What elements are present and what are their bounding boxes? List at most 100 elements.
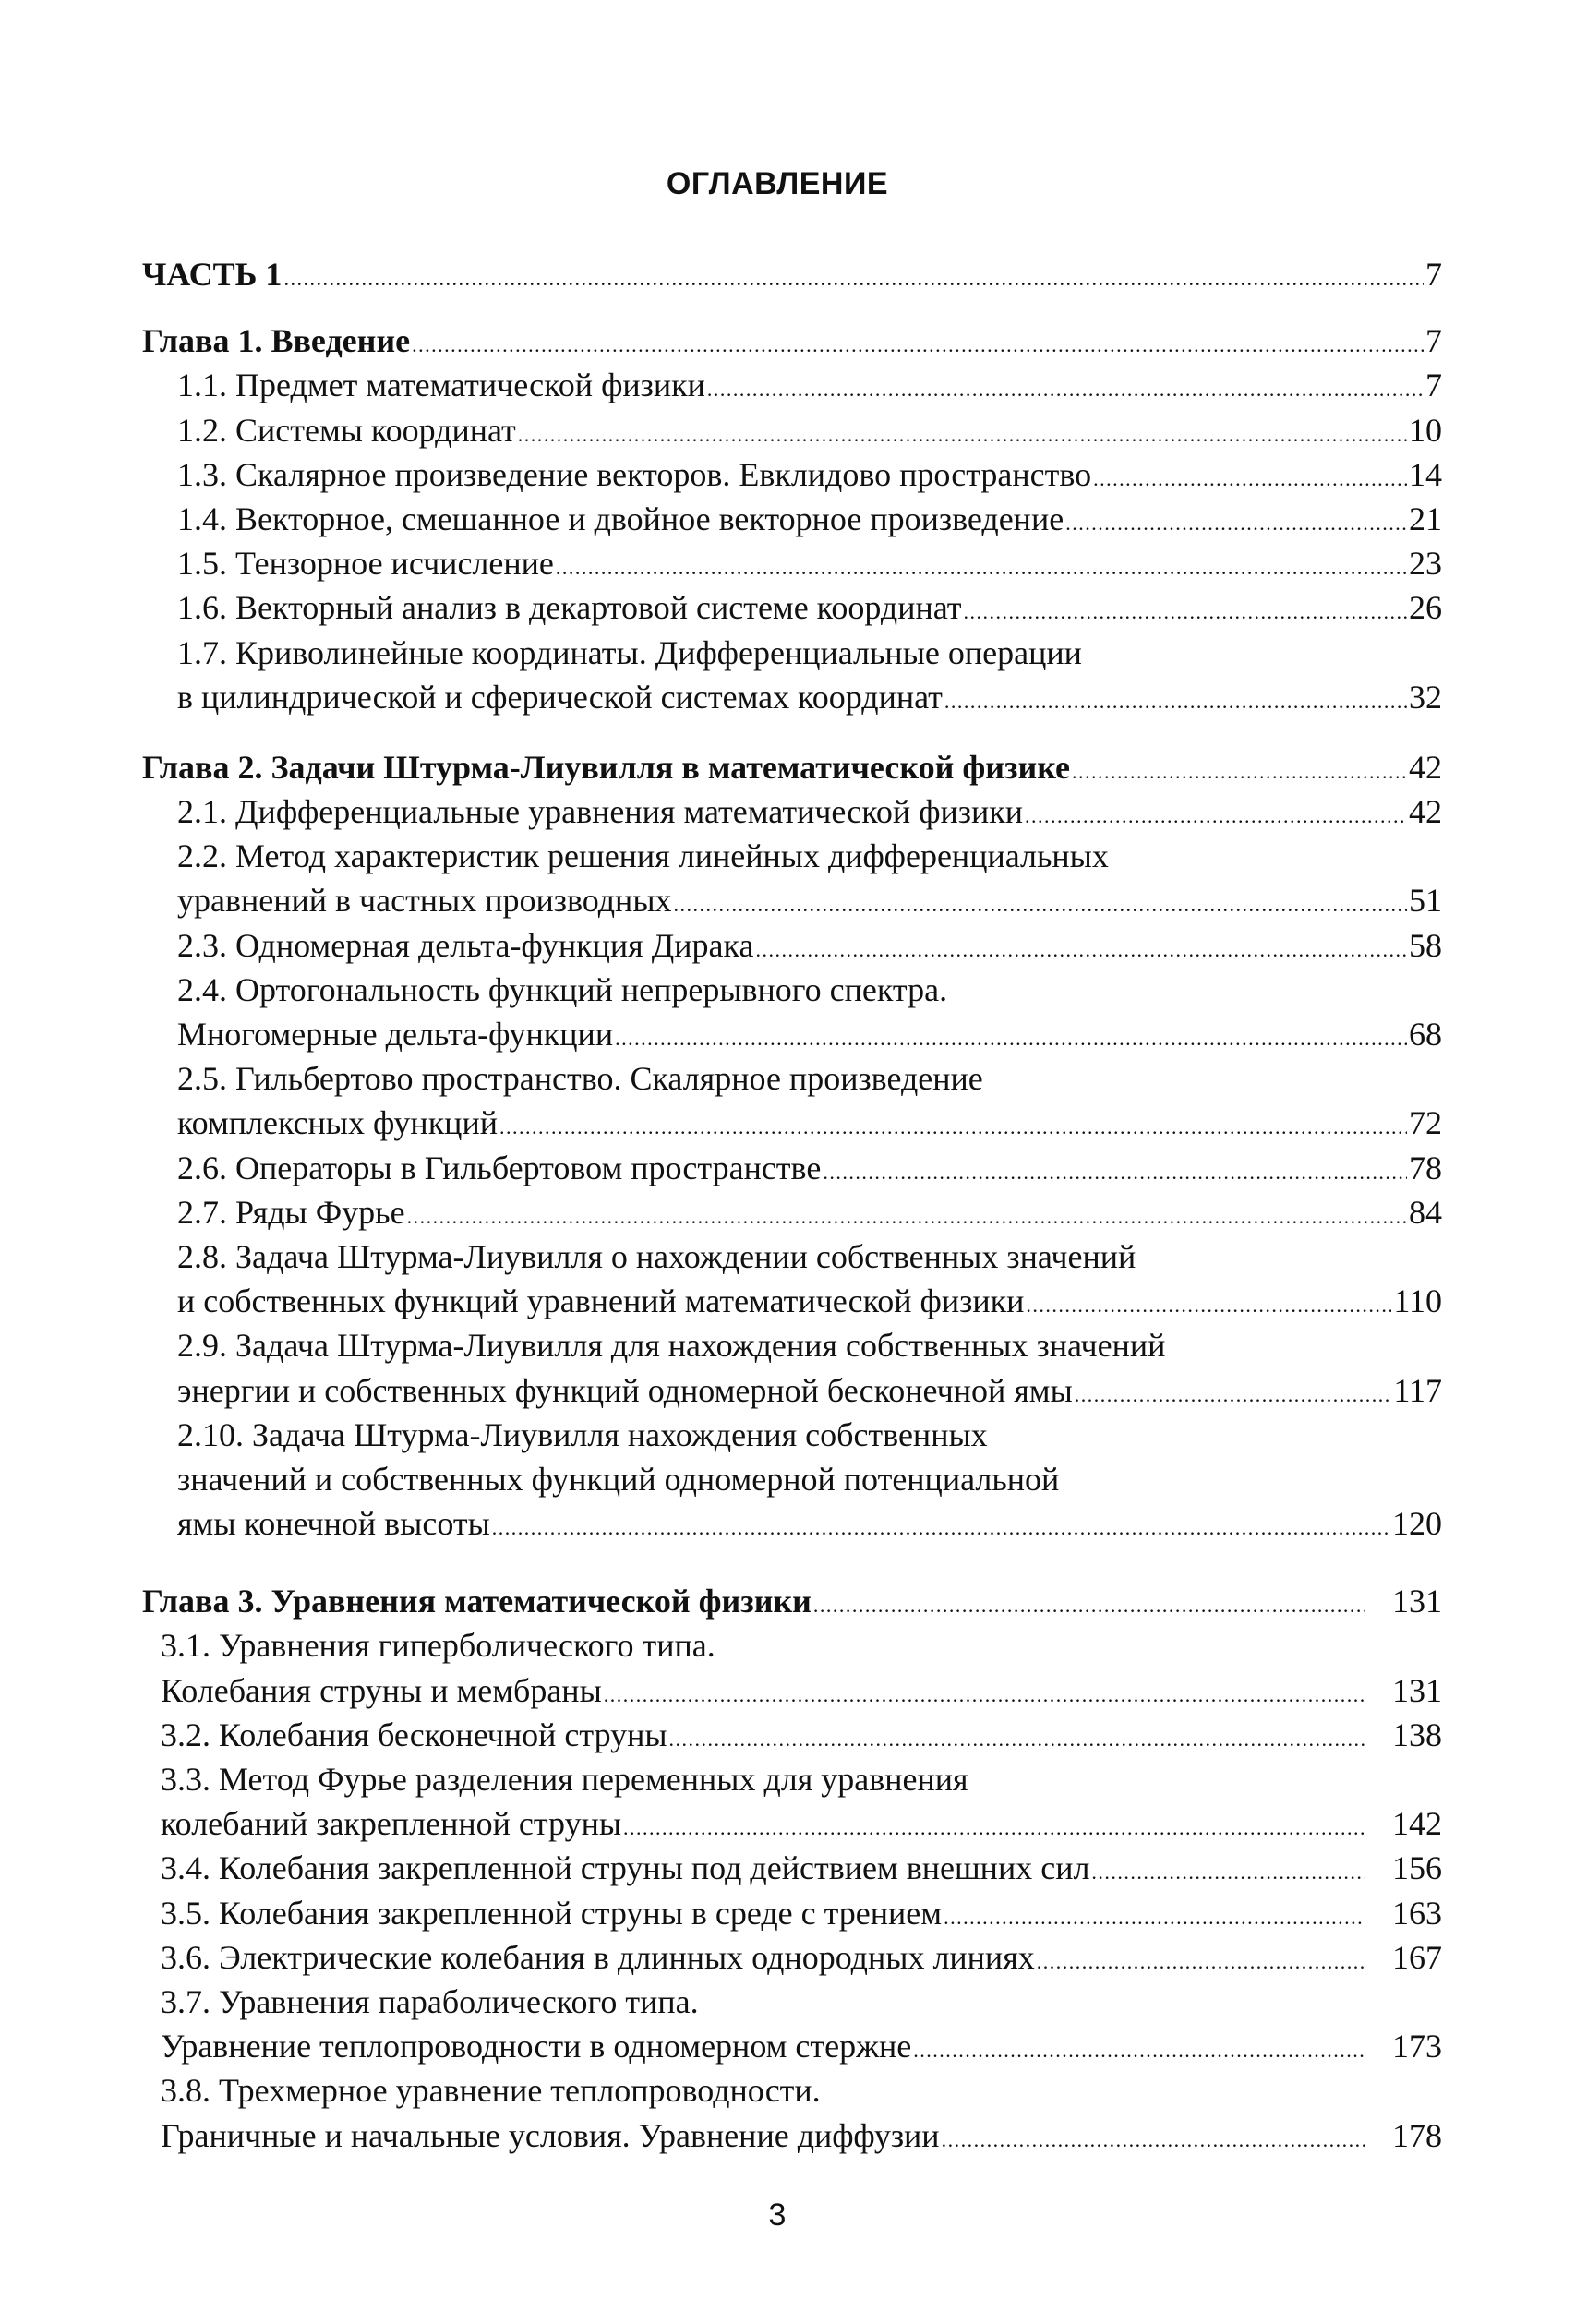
toc-entry[interactable]: 2.3. Одномерная дельта-функция Дирака 58 <box>142 923 1442 968</box>
entry-title: 2.9. Задача Штурма-Лиувилля для нахожден… <box>177 1327 1166 1365</box>
dot-leader <box>1075 1373 1392 1417</box>
toc-entry-line-last: 1.2. Системы координат 10 <box>177 408 1442 452</box>
toc-chapter-3[interactable]: Глава 3. Уравнения математической физики… <box>142 1579 1442 1623</box>
toc-entry[interactable]: 3.1. Уравнения гиперболического типа. Кол… <box>142 1623 1442 1712</box>
toc-entry-line-last: Многомерные дельта-функции 68 <box>177 1012 1442 1056</box>
toc-entry[interactable]: 3.5. Колебания закрепленной струны в сре… <box>142 1891 1442 1935</box>
toc-entry-line-last: 1.6. Векторный анализ в декартовой систе… <box>177 585 1442 630</box>
toc-entry[interactable]: 1.7. Криволинейные координаты. Дифференц… <box>142 631 1442 719</box>
toc-entry[interactable]: 2.1. Дифференциальные уравнения математи… <box>142 789 1442 834</box>
toc-entry[interactable]: 1.2. Системы координат 10 <box>142 408 1442 452</box>
dot-leader <box>1093 457 1407 501</box>
toc-entry[interactable]: 2.5. Гильбертово пространство. Скалярное… <box>142 1056 1442 1145</box>
entry-title: 2.8. Задача Штурма-Лиувилля о нахождении… <box>177 1237 1136 1275</box>
page-ref: 156 <box>1392 1849 1442 1887</box>
entry-title: 2.4. Ортогональность функций непрерывног… <box>177 970 948 1008</box>
entry-title: ямы конечной высоты <box>177 1505 490 1543</box>
page-ref: 68 <box>1409 1016 1442 1053</box>
toc-entry-line-last: колебаний закрепленной струны 142 <box>161 1801 1442 1846</box>
page-ref: 167 <box>1392 1938 1442 1976</box>
toc-entry-line-last: 1.1. Предмет математической физики 7 <box>177 363 1442 407</box>
entry-title: Граничные и начальные условия. Уравнение… <box>161 2116 940 2154</box>
dot-leader <box>1065 501 1407 546</box>
dot-leader <box>518 413 1407 457</box>
toc-entry[interactable]: 2.4. Ортогональность функций непрерывног… <box>142 968 1442 1056</box>
toc-entry-line: 2.8. Задача Штурма-Лиувилля о нахождении… <box>177 1234 1442 1279</box>
page-ref: 178 <box>1392 2116 1442 2154</box>
toc-entry-line-last: Уравнение теплопроводности в одномерном … <box>161 2024 1442 2068</box>
dot-leader <box>755 928 1407 972</box>
toc-entry[interactable]: 2.2. Метод характеристик решения линейны… <box>142 834 1442 922</box>
dot-leader <box>1026 1283 1391 1328</box>
entry-title: в цилиндрической и сферической системах … <box>177 678 943 716</box>
page-title: ОГЛАВЛЕНИЕ <box>666 166 889 201</box>
page-ref: 78 <box>1409 1149 1442 1186</box>
toc-entry-line: значений и собственных функций одномерно… <box>177 1457 1442 1501</box>
entry-title: уравнений в частных производных <box>177 882 672 920</box>
entry-title: 3.3. Метод Фурье разделения переменных д… <box>161 1761 968 1798</box>
toc-entry[interactable]: 1.1. Предмет математической физики 7 <box>142 363 1442 407</box>
dot-leader <box>604 1673 1365 1717</box>
toc-entry[interactable]: 1.5. Тензорное исчисление 23 <box>142 541 1442 585</box>
page-ref: 42 <box>1409 793 1442 831</box>
toc-entry[interactable]: 1.6. Векторный анализ в декартовой систе… <box>142 585 1442 630</box>
toc-entry-line-last: 3.5. Колебания закрепленной струны в сре… <box>161 1891 1442 1935</box>
entry-title: 3.8. Трехмерное уравнение теплопроводнос… <box>161 2072 821 2110</box>
entry-title: энергии и собственных функций одномерной… <box>177 1371 1073 1409</box>
dot-leader <box>669 1717 1365 1762</box>
dot-leader <box>1025 794 1407 838</box>
toc-entry[interactable]: 3.8. Трехмерное уравнение теплопроводнос… <box>142 2068 1442 2157</box>
toc-entry[interactable]: 2.8. Задача Штурма-Лиувилля о нахождении… <box>142 1234 1442 1323</box>
toc-chapter-section: Глава 2. Задачи Штурма-Лиувилля в матема… <box>142 745 1442 1546</box>
dot-leader <box>283 257 1424 301</box>
toc-entry[interactable]: 3.6. Электрические колебания в длинных о… <box>142 1935 1442 1980</box>
toc-entry[interactable]: 2.7. Ряды Фурье 84 <box>142 1190 1442 1234</box>
dot-leader <box>1091 1850 1365 1895</box>
entry-title: 2.6. Операторы в Гильбертовом пространст… <box>177 1149 822 1186</box>
toc-entry[interactable]: 2.9. Задача Штурма-Лиувилля для нахожден… <box>142 1323 1442 1412</box>
entry-title: 3.7. Уравнения параболического типа. <box>161 1982 699 2020</box>
page-ref: 131 <box>1392 1583 1442 1620</box>
toc-entry[interactable]: 2.10. Задача Штурма-Лиувилля нахождения … <box>142 1413 1442 1547</box>
dot-leader <box>823 1150 1407 1195</box>
page-ref: 72 <box>1409 1104 1442 1142</box>
entry-title: 2.7. Ряды Фурье <box>177 1193 405 1231</box>
dot-leader <box>556 546 1407 590</box>
toc-entry-line-last: в цилиндрической и сферической системах … <box>177 675 1442 719</box>
toc-entry[interactable]: 3.4. Колебания закрепленной струны под д… <box>142 1846 1442 1890</box>
toc-entry-line-last: 1.5. Тензорное исчисление 23 <box>177 541 1442 585</box>
toc-part-1[interactable]: ЧАСТЬ 1 7 <box>142 252 1442 296</box>
toc-entry-line-last: 2.6. Операторы в Гильбертовом пространст… <box>177 1146 1442 1190</box>
dot-leader <box>412 323 1424 367</box>
page-ref: 131 <box>1392 1671 1442 1709</box>
entry-title: 1.4. Векторное, смешанное и двойное вект… <box>177 500 1064 537</box>
page-ref: 21 <box>1409 500 1442 537</box>
toc-entry-line: 2.10. Задача Штурма-Лиувилля нахождения … <box>177 1413 1442 1457</box>
toc-entry-line: 3.3. Метод Фурье разделения переменных д… <box>161 1757 1442 1801</box>
dot-leader <box>913 2029 1365 2073</box>
toc-entry[interactable]: 3.7. Уравнения параболического типа. Урав… <box>142 1980 1442 2068</box>
entry-title: колебаний закрепленной струны <box>161 1805 622 1843</box>
toc-entry-line-last: 1.4. Векторное, смешанное и двойное вект… <box>177 497 1442 541</box>
toc-chapter-section: Глава 1. Введение71.1. Предмет математич… <box>142 319 1442 719</box>
toc-chapter-1[interactable]: Глава 1. Введение 7 <box>142 319 1442 363</box>
entry-title: 2.3. Одномерная дельта-функция Дирака <box>177 926 754 964</box>
toc-entry-line-last: ямы конечной высоты 120 <box>177 1501 1442 1546</box>
toc-chapter-2[interactable]: Глава 2. Задачи Штурма-Лиувилля в матема… <box>142 745 1442 789</box>
toc-entry-line-last: уравнений в частных производных 51 <box>177 878 1442 922</box>
toc-entry[interactable]: 2.6. Операторы в Гильбертовом пространст… <box>142 1146 1442 1190</box>
toc-entry[interactable]: 1.4. Векторное, смешанное и двойное вект… <box>142 497 1442 541</box>
toc-entry[interactable]: 3.3. Метод Фурье разделения переменных д… <box>142 1757 1442 1846</box>
entry-title: 3.4. Колебания закрепленной струны под д… <box>161 1849 1090 1887</box>
toc-entry-line: 3.1. Уравнения гиперболического типа. <box>161 1623 1442 1668</box>
toc-entry-line-last: Граничные и начальные условия. Уравнение… <box>161 2113 1442 2158</box>
page-ref: 32 <box>1409 678 1442 716</box>
toc-entry-line-last: Колебания струны и мембраны 131 <box>161 1668 1442 1713</box>
entry-title: Многомерные дельта-функции <box>177 1016 614 1053</box>
toc-entry[interactable]: 3.2. Колебания бесконечной струны 138 <box>142 1713 1442 1757</box>
toc-entry[interactable]: 1.3. Скалярное произведение векторов. Ев… <box>142 452 1442 497</box>
entry-title: Уравнение теплопроводности в одномерном … <box>161 2028 912 2065</box>
part-label: ЧАСТЬ 1 <box>142 256 283 293</box>
dot-leader <box>492 1506 1390 1550</box>
toc-entry-line: 2.2. Метод характеристик решения линейны… <box>177 834 1442 878</box>
